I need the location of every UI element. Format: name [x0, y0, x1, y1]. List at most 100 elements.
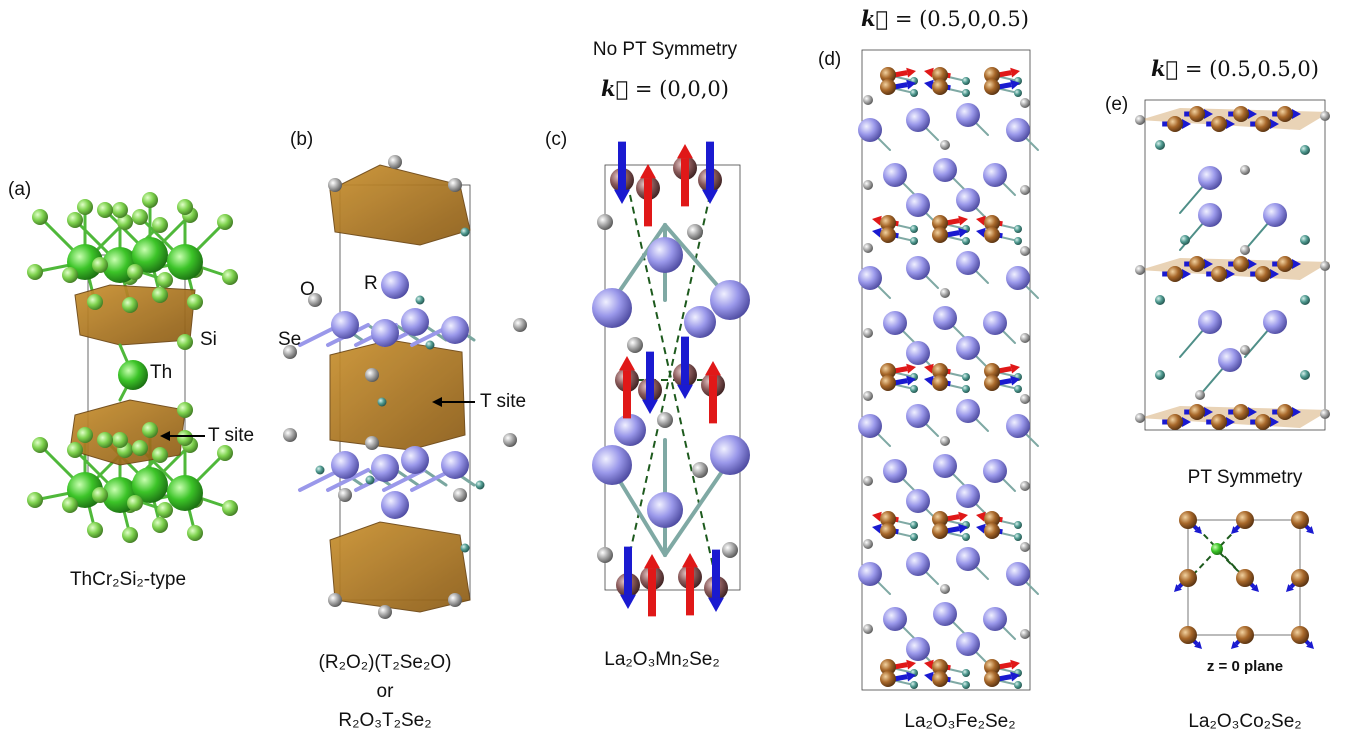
atom	[152, 287, 168, 303]
atom	[863, 243, 873, 253]
atom	[32, 209, 48, 225]
atom	[67, 442, 83, 458]
polyhedron	[330, 165, 470, 245]
atom	[1155, 295, 1165, 305]
atom	[152, 517, 168, 533]
caption: La₂O₃Fe₂Se₂	[904, 711, 1015, 732]
atom-label: R	[364, 273, 378, 294]
atom	[910, 681, 918, 689]
atom	[283, 428, 297, 442]
atom	[1189, 404, 1205, 420]
atom	[1233, 404, 1249, 420]
atom	[983, 311, 1007, 335]
atom	[1233, 256, 1249, 272]
spin-arrow-head	[705, 361, 721, 375]
atom	[858, 118, 882, 142]
k-value: = (0,0,0)	[635, 77, 729, 101]
atom	[401, 446, 429, 474]
atom	[627, 337, 643, 353]
atom	[1277, 404, 1293, 420]
atom	[962, 533, 970, 541]
atom	[1211, 116, 1227, 132]
atom	[217, 445, 233, 461]
spin-arrow-head	[677, 385, 693, 399]
polyhedron	[330, 340, 465, 450]
atom	[710, 280, 750, 320]
atom	[962, 669, 970, 677]
atom	[1020, 185, 1030, 195]
atom	[984, 79, 1000, 95]
atom	[906, 256, 930, 280]
spin-arrow-head	[906, 364, 916, 374]
atom	[1179, 626, 1197, 644]
atom	[222, 269, 238, 285]
k-vector: k⃗ = (0.5,0,0.5)	[861, 6, 1029, 31]
spin-arrow-head	[958, 216, 968, 226]
spin-arrow-head	[906, 68, 916, 78]
atom	[67, 212, 83, 228]
atom	[1263, 310, 1287, 334]
caption: ThCr₂Si₂-type	[70, 569, 186, 590]
atom	[381, 491, 409, 519]
atom	[983, 607, 1007, 631]
atom	[933, 306, 957, 330]
atom	[883, 459, 907, 483]
atom	[933, 454, 957, 478]
atom	[167, 475, 203, 511]
atom	[122, 297, 138, 313]
atom	[932, 671, 948, 687]
atom	[863, 180, 873, 190]
atom	[1255, 116, 1271, 132]
atom	[1014, 681, 1022, 689]
atom	[614, 414, 646, 446]
atom	[132, 209, 148, 225]
atom	[1155, 140, 1165, 150]
atom	[962, 385, 970, 393]
plane-label: z = 0 plane	[1207, 658, 1283, 675]
atom	[956, 484, 980, 508]
atom	[906, 193, 930, 217]
atom	[87, 294, 103, 310]
atom	[1179, 569, 1197, 587]
atom	[880, 671, 896, 687]
atom	[1218, 348, 1242, 372]
atom	[177, 334, 193, 350]
caption: or	[377, 681, 395, 702]
atom	[1014, 521, 1022, 529]
atom	[1135, 115, 1145, 125]
atom	[863, 539, 873, 549]
spin-arrow-head	[620, 595, 636, 609]
atom	[112, 202, 128, 218]
atom	[1236, 626, 1254, 644]
atom	[1006, 414, 1030, 438]
atom	[1167, 266, 1183, 282]
atom	[328, 593, 342, 607]
caption: La₂O₃Mn₂Se₂	[604, 649, 719, 670]
atom	[453, 488, 467, 502]
atom	[1277, 256, 1293, 272]
atom	[426, 341, 435, 350]
atom	[1020, 98, 1030, 108]
atom	[1167, 414, 1183, 430]
spin-arrow-head	[640, 164, 656, 178]
spin-arrow-head	[958, 512, 968, 522]
atom	[883, 607, 907, 631]
atom	[687, 224, 703, 240]
k-value: = (0.5,0,0.5)	[895, 7, 1029, 31]
atom	[984, 375, 1000, 391]
atom	[597, 547, 613, 563]
atom	[338, 488, 352, 502]
atom	[940, 288, 950, 298]
atom	[592, 288, 632, 328]
atom	[1211, 543, 1223, 555]
atom	[77, 427, 93, 443]
atom	[1135, 265, 1145, 275]
atom	[1300, 145, 1310, 155]
atom	[132, 440, 148, 456]
atom	[503, 433, 517, 447]
atom	[1179, 511, 1197, 529]
atom	[933, 158, 957, 182]
atom	[142, 422, 158, 438]
spin-arrow-head	[1010, 364, 1020, 374]
caption: (R₂O₂)(T₂Se₂O)	[319, 652, 452, 673]
